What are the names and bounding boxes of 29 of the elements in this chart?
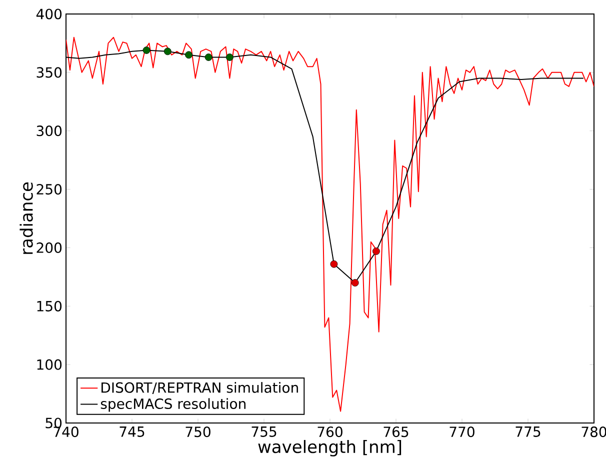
x-axis-title: wavelength [nm] — [258, 440, 402, 456]
x-tick-label: 740 — [54, 426, 78, 438]
y-tick-label: 250 — [36, 184, 62, 195]
legend-label: DISORT/REPTRAN simulation — [102, 382, 298, 394]
point — [204, 54, 212, 61]
point — [372, 248, 380, 255]
y-tick-label: 200 — [36, 242, 62, 254]
y-tick-label: 100 — [37, 359, 62, 370]
x-tick-label: 755 — [252, 426, 276, 437]
point — [142, 46, 150, 54]
y-tick-label: 150 — [37, 300, 62, 312]
x-tick-label: 760 — [318, 426, 342, 438]
x-tick-label: 765 — [384, 426, 408, 438]
x-tick-label: 775 — [516, 426, 540, 437]
y-tick-label: 50 — [46, 418, 62, 428]
point — [330, 260, 338, 268]
y-axis-title: radiance — [20, 182, 33, 254]
x-tick-label: 780 — [582, 426, 606, 438]
y-tick-label: 400 — [36, 8, 62, 20]
x-tick-label: 745 — [120, 426, 144, 437]
point — [226, 54, 234, 61]
point — [185, 51, 192, 59]
y-tick-label: 300 — [36, 126, 62, 136]
legend-label: specMACS resolution — [100, 398, 246, 412]
y-tick-label: 350 — [36, 67, 62, 78]
x-tick-label: 770 — [450, 426, 474, 438]
point — [164, 48, 172, 56]
point — [351, 279, 359, 286]
x-tick-label: 750 — [186, 426, 210, 438]
